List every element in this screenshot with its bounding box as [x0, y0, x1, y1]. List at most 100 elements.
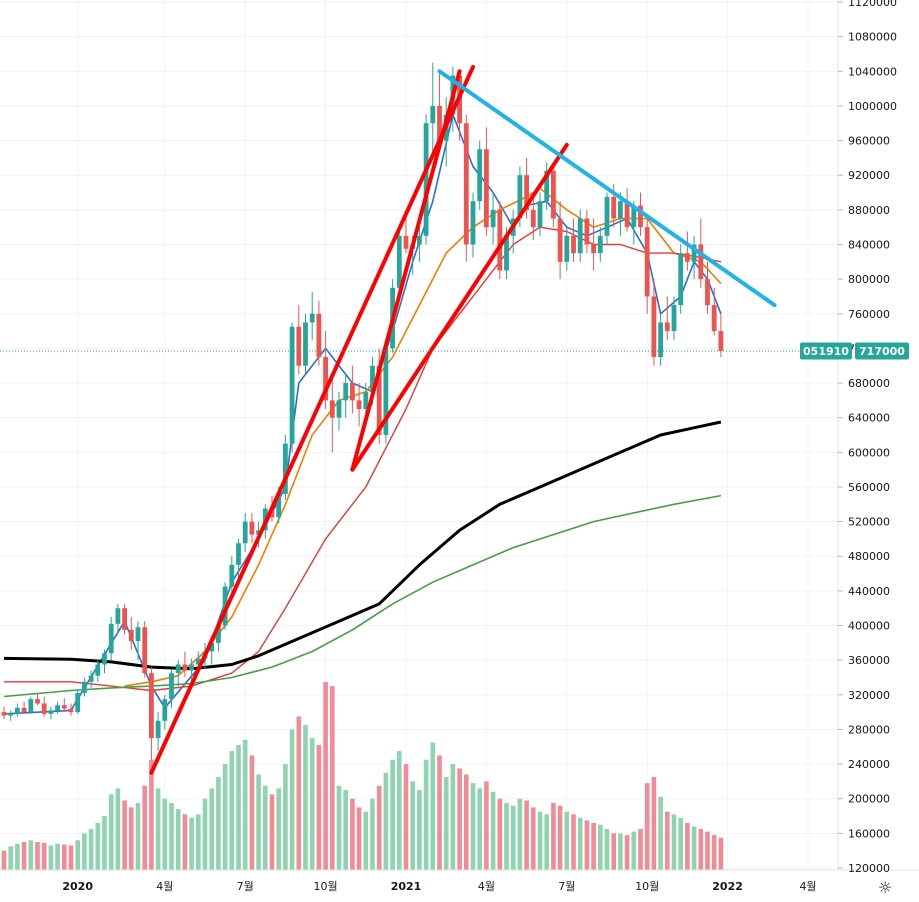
candle-body [363, 391, 369, 410]
candle-body [484, 149, 489, 228]
volume-bar [517, 798, 523, 870]
volume-bar [691, 826, 697, 870]
candle-body [155, 720, 161, 739]
volume-bar [8, 846, 13, 870]
candle-body [430, 105, 436, 124]
volume-bar [504, 803, 509, 870]
volume-bar [309, 738, 315, 870]
candle-body [135, 627, 141, 642]
candle-body [88, 675, 94, 682]
candle-body [604, 196, 610, 236]
price-axis[interactable]: 120000 160000 200000 240000 280000 320000 3600… [838, 0, 897, 875]
volume-bar [370, 798, 375, 870]
volume-bar [443, 777, 449, 870]
price-tag-symbol: 051910 [803, 345, 849, 358]
candle-body [678, 253, 684, 306]
volume-bar [41, 842, 47, 870]
time-axis[interactable]: 2020 4월 7월 10월 2021 4월 7월 10월 2022 4월 [62, 880, 816, 893]
price-tag-value: 717000 [859, 345, 905, 358]
candle-body [597, 235, 603, 254]
candlestick-series [1, 62, 724, 760]
candle-body [698, 244, 704, 280]
candle-body [564, 235, 570, 262]
candle-body [108, 623, 114, 654]
candle-body [691, 244, 697, 262]
volume-bar [55, 843, 60, 870]
volume-bar [142, 785, 147, 870]
candle-body [296, 326, 302, 366]
candle-body [417, 235, 422, 245]
volume-bar [68, 845, 74, 870]
volume-bar [296, 716, 302, 870]
volume-bar [423, 759, 429, 870]
volume-bar [524, 800, 529, 870]
volume-bar [624, 835, 630, 870]
candle-body [21, 707, 27, 713]
price-axis-label: 160000 [848, 827, 890, 840]
volume-bar [135, 803, 141, 870]
volume-bar [343, 790, 348, 870]
candle-body [61, 705, 67, 709]
candle-body [195, 658, 201, 665]
price-axis-label: 240000 [848, 758, 890, 771]
candle-body [517, 175, 523, 219]
volume-bar [62, 844, 67, 870]
candle-body [303, 322, 308, 366]
volume-bar [48, 845, 54, 870]
trendlines[interactable] [149, 64, 777, 775]
candle-body [283, 443, 288, 494]
volume-bar [644, 783, 650, 870]
candle-body [524, 175, 529, 210]
volume-bar [477, 788, 482, 870]
price-axis-label: 880000 [848, 204, 890, 217]
candle-body [537, 201, 543, 228]
price-axis-label: 840000 [848, 238, 890, 251]
volume-bar [149, 759, 154, 870]
candle-body [463, 123, 469, 245]
candle-body [149, 673, 154, 739]
price-axis-label: 400000 [848, 620, 890, 633]
candle-body [28, 699, 34, 713]
candle-body [329, 400, 335, 418]
candle-body [216, 625, 221, 643]
candle-body [82, 681, 87, 694]
price-tag-value-bg [855, 342, 909, 360]
volume-bar [711, 835, 717, 870]
candle-body [577, 218, 583, 254]
candle-body [370, 365, 375, 392]
candle-body [651, 296, 657, 358]
volume-bar [490, 791, 496, 870]
candle-body [671, 305, 677, 332]
volume-bar [564, 811, 570, 870]
candle-body [423, 123, 429, 236]
time-axis-label: 7월 [237, 880, 254, 893]
volume-bar [598, 824, 603, 870]
volume-bar [611, 833, 616, 870]
gear-icon[interactable]: ☼ [877, 878, 893, 897]
volume-bar [571, 814, 576, 870]
volume-bar [202, 798, 208, 870]
candle-body [249, 521, 255, 535]
last-price-tag: 051910 717000 [800, 342, 909, 360]
candle-body [229, 564, 235, 587]
candle-body [276, 493, 282, 518]
volume-bar [115, 788, 121, 870]
time-axis-label: 2020 [62, 880, 93, 893]
price-axis-label: 960000 [848, 135, 890, 148]
volume-bar [276, 788, 281, 870]
volume-bar [604, 829, 610, 870]
price-axis-label: 1120000 [848, 0, 897, 9]
trendline-red-2 [350, 142, 569, 472]
candle-body [557, 218, 563, 262]
candle-body [685, 253, 690, 262]
volume-bar [169, 803, 174, 870]
price-axis-label: 320000 [848, 689, 890, 702]
candle-body [323, 357, 328, 401]
time-axis-label: 4월 [156, 880, 173, 893]
volume-bar [450, 764, 456, 870]
candle-body [631, 205, 637, 228]
volume-bar [356, 807, 362, 870]
trendline-red-3 [350, 69, 462, 472]
candle-body [95, 664, 101, 676]
